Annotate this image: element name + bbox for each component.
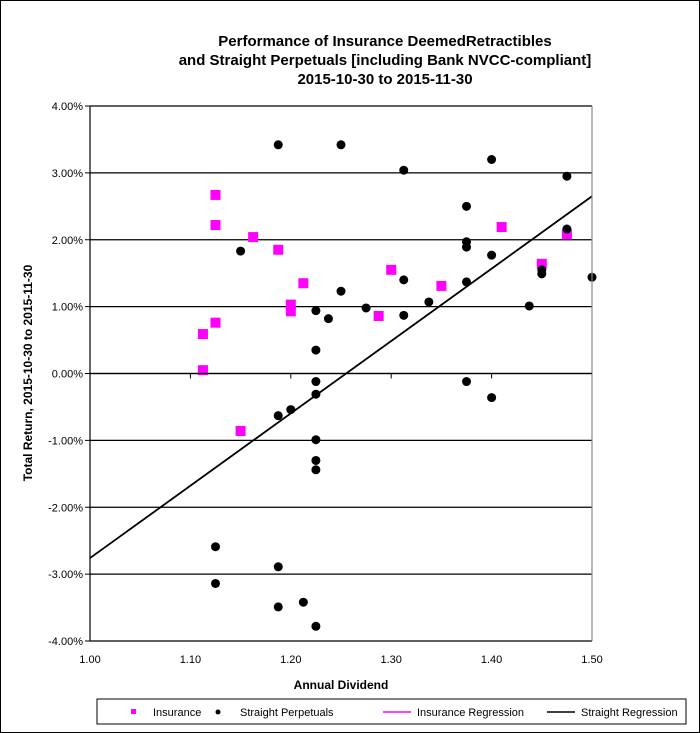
straight-regression-line: [89, 195, 593, 559]
straight-perpetuals-point: [311, 377, 321, 387]
straight-perpetuals-point: [336, 140, 346, 150]
straight-perpetuals-point: [399, 275, 409, 285]
x-tick-label: 1.50: [581, 654, 602, 666]
straight-perpetuals-point: [298, 597, 308, 607]
y-tick-label: 0.00%: [52, 369, 83, 381]
insurance-point: [285, 306, 296, 317]
x-axis-label: Annual Dividend: [294, 678, 389, 692]
insurance-point: [536, 258, 547, 269]
x-tick-label: 1.30: [380, 654, 401, 666]
x-tick-label: 1.10: [180, 654, 201, 666]
chart-title-line-3: 2015-10-30 to 2015-11-30: [297, 71, 472, 88]
y-tick-label: -4.00%: [48, 636, 83, 648]
insurance-point: [386, 264, 397, 275]
straight-perpetuals-point: [273, 411, 283, 421]
x-tick-label: 1.40: [481, 654, 502, 666]
straight-perpetuals-point: [424, 297, 434, 307]
straight-perpetuals-point: [273, 140, 283, 150]
insurance-point: [210, 317, 221, 328]
straight-perpetuals-point: [311, 455, 321, 465]
legend-label-straight-regression: Straight Regression: [581, 707, 678, 719]
y-tick-label: 4.00%: [52, 101, 83, 113]
straight-perpetuals-point: [487, 155, 497, 164]
insurance-point: [298, 278, 309, 289]
straight-perpetuals-point: [311, 345, 321, 355]
legend-label-straight-perpetuals: Straight Perpetuals: [240, 707, 334, 719]
y-axis-label: Total Return, 2015-10-30 to 2015-11-30: [21, 264, 35, 481]
straight-perpetuals-point: [462, 242, 471, 252]
straight-perpetuals-point: [487, 250, 497, 260]
chart-title-line-2: and Straight Perpetuals [including Bank …: [179, 52, 592, 69]
straight-perpetuals-point: [487, 393, 497, 403]
x-tick-label: 1.20: [280, 654, 301, 666]
x-tick-label: 1.00: [79, 654, 100, 666]
insurance-point: [197, 365, 208, 376]
legend-label-insurance-regression: Insurance Regression: [417, 707, 524, 719]
straight-perpetuals-point: [236, 246, 246, 256]
y-tick-label: -3.00%: [48, 569, 83, 581]
insurance-point: [197, 329, 208, 340]
legend-marker-insurance: [131, 709, 136, 714]
straight-perpetuals-point: [311, 435, 321, 445]
y-tick-label: 3.00%: [52, 168, 83, 180]
straight-perpetuals-point: [211, 578, 220, 588]
insurance-point: [248, 232, 259, 243]
straight-perpetuals-point: [562, 171, 572, 181]
straight-perpetuals-point: [311, 621, 321, 631]
straight-perpetuals-point: [311, 465, 321, 475]
straight-perpetuals-point: [562, 224, 572, 234]
y-tick-label: 1.00%: [52, 302, 83, 314]
straight-perpetuals-point: [399, 165, 409, 175]
insurance-point: [285, 299, 296, 310]
legend-marker-straight-perpetuals: [215, 709, 221, 715]
insurance-point: [436, 280, 447, 291]
straight-perpetuals-point: [311, 306, 321, 316]
insurance-point: [210, 189, 221, 200]
straight-perpetuals-point: [273, 562, 283, 572]
straight-perpetuals-point: [273, 602, 283, 612]
straight-perpetuals-point: [336, 286, 346, 296]
straight-perpetuals-point: [462, 377, 471, 387]
insurance-point: [235, 426, 246, 437]
straight-perpetuals-point: [211, 542, 220, 552]
insurance-point: [496, 222, 507, 233]
straight-perpetuals-point: [537, 269, 547, 279]
y-tick-label: 2.00%: [52, 235, 83, 247]
insurance-point: [561, 229, 572, 240]
straight-perpetuals-point: [323, 314, 333, 324]
insurance-point: [273, 244, 284, 255]
legend-label-insurance: Insurance: [153, 707, 201, 719]
straight-perpetuals-point: [399, 310, 409, 320]
chart-title-line-1: Performance of Insurance DeemedRetractib…: [218, 33, 551, 50]
insurance-point: [373, 310, 384, 321]
y-tick-label: -1.00%: [48, 435, 83, 447]
insurance-point: [210, 220, 221, 231]
straight-perpetuals-point: [524, 301, 534, 311]
y-tick-label: -2.00%: [48, 502, 83, 514]
straight-perpetuals-point: [462, 201, 471, 211]
straight-perpetuals-point: [361, 303, 371, 313]
